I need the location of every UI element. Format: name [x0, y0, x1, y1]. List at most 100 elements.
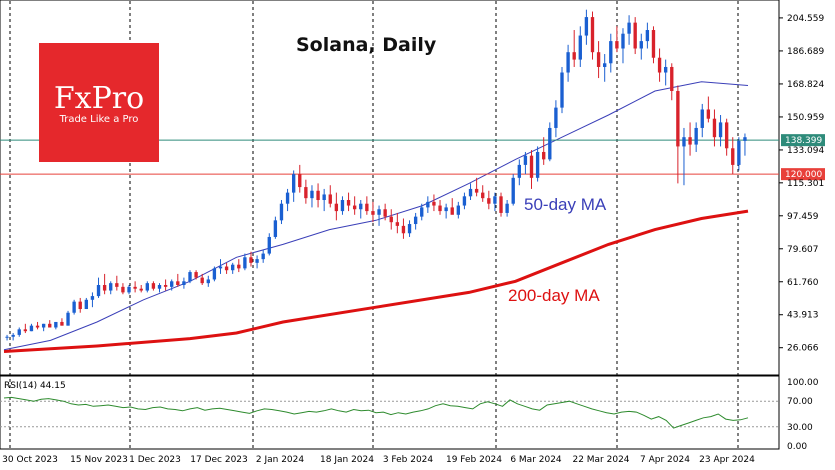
candle-body — [462, 196, 467, 206]
candle-body — [151, 283, 156, 289]
price-tick-label: 115.301 — [787, 179, 824, 189]
candle-body — [279, 203, 284, 221]
candle-body — [11, 334, 15, 337]
price-tick-label: 133.094 — [787, 146, 824, 156]
candle-body — [670, 66, 674, 91]
price-tick-label: 61.760 — [787, 278, 819, 288]
candle-body — [157, 285, 162, 289]
candle-body — [627, 22, 631, 34]
ma-50-label: 50-day MA — [524, 195, 607, 214]
candle-body — [743, 137, 747, 141]
candle-body — [206, 279, 210, 284]
candle-body — [133, 286, 137, 289]
candle-body — [334, 203, 339, 212]
candle-body — [316, 190, 320, 201]
candle-body — [481, 192, 485, 199]
candle-body — [304, 187, 308, 199]
candle-body — [365, 203, 369, 212]
price-tick-label: 168.824 — [787, 80, 824, 90]
candle-body — [267, 236, 271, 254]
time-tick-label: 15 Nov 2023 — [70, 455, 128, 465]
candle-body — [176, 281, 180, 286]
candle-body — [566, 52, 570, 73]
price-tick-label: 97.459 — [787, 212, 819, 222]
price-tick-label: 43.913 — [787, 311, 819, 321]
candle-body — [78, 301, 82, 310]
time-tick-label: 6 Mar 2024 — [510, 455, 562, 465]
candle-body — [127, 286, 131, 293]
candle-body — [72, 301, 76, 313]
time-tick-label: 22 Mar 2024 — [572, 455, 629, 465]
candle-body — [420, 207, 424, 217]
candle-body — [212, 268, 217, 280]
candlesticks — [5, 9, 747, 341]
candle-body — [572, 52, 576, 60]
rsi-tick-label: 70.00 — [787, 397, 813, 407]
candle-body — [432, 201, 436, 206]
candle-body — [724, 122, 729, 149]
candle-body — [401, 225, 406, 234]
time-tick-label: 7 Apr 2024 — [640, 455, 690, 465]
candle-body — [456, 205, 461, 215]
candle-body — [5, 336, 9, 338]
candle-body — [48, 323, 52, 328]
candle-body — [188, 272, 192, 282]
time-tick-label: 23 Apr 2024 — [699, 455, 755, 465]
candle-body — [285, 192, 290, 204]
candle-body — [548, 127, 552, 160]
price-level-label-support: 120.000 — [785, 170, 822, 180]
candle-body — [609, 41, 613, 64]
candle-body — [505, 203, 509, 213]
candle-body — [17, 329, 21, 335]
candle-body — [444, 207, 448, 212]
candle-body — [224, 266, 229, 271]
candle-body — [578, 35, 582, 60]
candle-body — [182, 281, 186, 286]
candle-body — [255, 259, 259, 263]
time-tick-label: 19 Feb 2024 — [446, 455, 502, 465]
price-tick-label: 150.959 — [787, 113, 824, 123]
candle-body — [645, 30, 650, 42]
candle-body — [261, 253, 265, 260]
candle-body — [438, 205, 442, 212]
candle-body — [413, 216, 418, 225]
candle-body — [243, 257, 247, 269]
candle-body — [109, 283, 113, 291]
candle-body — [90, 296, 95, 300]
candle-body — [535, 151, 540, 178]
candle-body — [603, 63, 607, 67]
price-level-label-current: 138.399 — [785, 136, 822, 146]
candle-body — [352, 205, 357, 210]
candle-body — [487, 198, 491, 204]
candle-body — [96, 285, 101, 297]
candle-body — [474, 188, 479, 193]
candle-body — [298, 174, 302, 188]
candle-body — [651, 30, 656, 58]
candle-body — [694, 127, 698, 145]
candle-body — [200, 277, 204, 284]
candle-body — [346, 200, 351, 206]
ma-series-line — [3, 209, 749, 353]
ma-200-line — [3, 209, 749, 353]
ma-200-label: 200-day MA — [508, 286, 600, 305]
candle-body — [682, 137, 686, 147]
rsi-tick-label: 100.00 — [787, 378, 819, 388]
candle-body — [84, 299, 89, 310]
time-tick-label: 1 Dec 2023 — [129, 455, 181, 465]
rsi-panel-frame — [0, 375, 780, 450]
ma-series-line — [3, 81, 749, 351]
candle-body — [529, 155, 534, 178]
candle-body — [706, 109, 711, 119]
candle-body — [596, 52, 601, 67]
vertical-gridlines — [9, 1, 739, 448]
candle-body — [231, 264, 235, 271]
candle-body — [102, 285, 107, 291]
price-level-tag-support — [781, 168, 825, 181]
candle-body — [139, 288, 143, 291]
rsi-tick-label: 30.00 — [787, 423, 813, 433]
candle-body — [584, 17, 589, 36]
candle-body — [676, 90, 680, 147]
rsi-indicator: 100.00 70.00 30.00 0.00 — [0, 378, 819, 452]
candle-body — [115, 283, 119, 287]
